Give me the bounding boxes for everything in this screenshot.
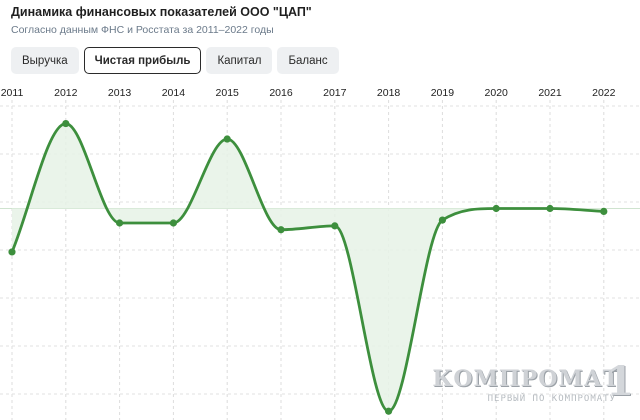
year-label: 2016 [269, 87, 293, 99]
data-point-2014[interactable] [169, 219, 177, 227]
year-label: 2015 [216, 87, 240, 99]
year-label: 2013 [108, 87, 132, 99]
year-label: 2017 [323, 87, 347, 99]
data-point-2019[interactable] [438, 216, 446, 224]
watermark-subtitle: ПЕРВЫЙ ПО КОМПРОМАТУ [487, 394, 616, 404]
series-line [10, 122, 604, 413]
data-point-2016[interactable] [277, 226, 285, 234]
tab-revenue[interactable]: Выручка [11, 47, 79, 74]
metric-tabs: Выручка Чистая прибыль Капитал Баланс [11, 47, 339, 74]
tab-net-profit[interactable]: Чистая прибыль [83, 47, 202, 74]
series-area-fill [12, 123, 604, 412]
year-label: 2011 [1, 87, 24, 99]
data-point-2022[interactable] [600, 207, 608, 216]
tab-capital[interactable]: Капитал [206, 47, 273, 74]
year-axis-labels: 2011 2012 2013 2014 2015 2016 2017 2018 2019 2020… [1, 87, 616, 99]
data-point-2015[interactable] [223, 135, 231, 143]
data-point-2021[interactable] [546, 204, 554, 213]
chart-subtitle: Согласно данным ФНС и Росстата за 2011–2… [11, 24, 274, 36]
year-label: 2018 [377, 87, 401, 99]
year-label: 2012 [54, 87, 78, 99]
data-point-2017[interactable] [331, 222, 339, 230]
year-label: 2022 [592, 87, 616, 99]
year-label: 2014 [162, 87, 186, 99]
data-point-2011[interactable] [8, 248, 16, 256]
net-profit-chart: 2011 2012 2013 2014 2015 2016 2017 2018 2019 2020… [0, 87, 640, 420]
series-points [8, 119, 608, 415]
tab-balance[interactable]: Баланс [277, 47, 339, 74]
year-label: 2021 [538, 87, 562, 99]
watermark-number: 1 [606, 358, 634, 405]
watermark-title: КОМПРОМАТ [432, 366, 620, 392]
year-label: 2020 [485, 87, 509, 99]
data-point-2020[interactable] [492, 204, 500, 213]
data-point-2012[interactable] [62, 119, 70, 128]
year-label: 2019 [431, 87, 455, 99]
chart-grid [0, 100, 640, 420]
data-point-2018[interactable] [385, 407, 393, 415]
chart-title: Динамика финансовых показателей ООО "ЦАП… [11, 5, 312, 19]
kompromat-watermark: КОМПРОМАТ 1 ПЕРВЫЙ ПО КОМПРОМАТУ [432, 358, 634, 416]
data-point-2013[interactable] [116, 219, 124, 227]
